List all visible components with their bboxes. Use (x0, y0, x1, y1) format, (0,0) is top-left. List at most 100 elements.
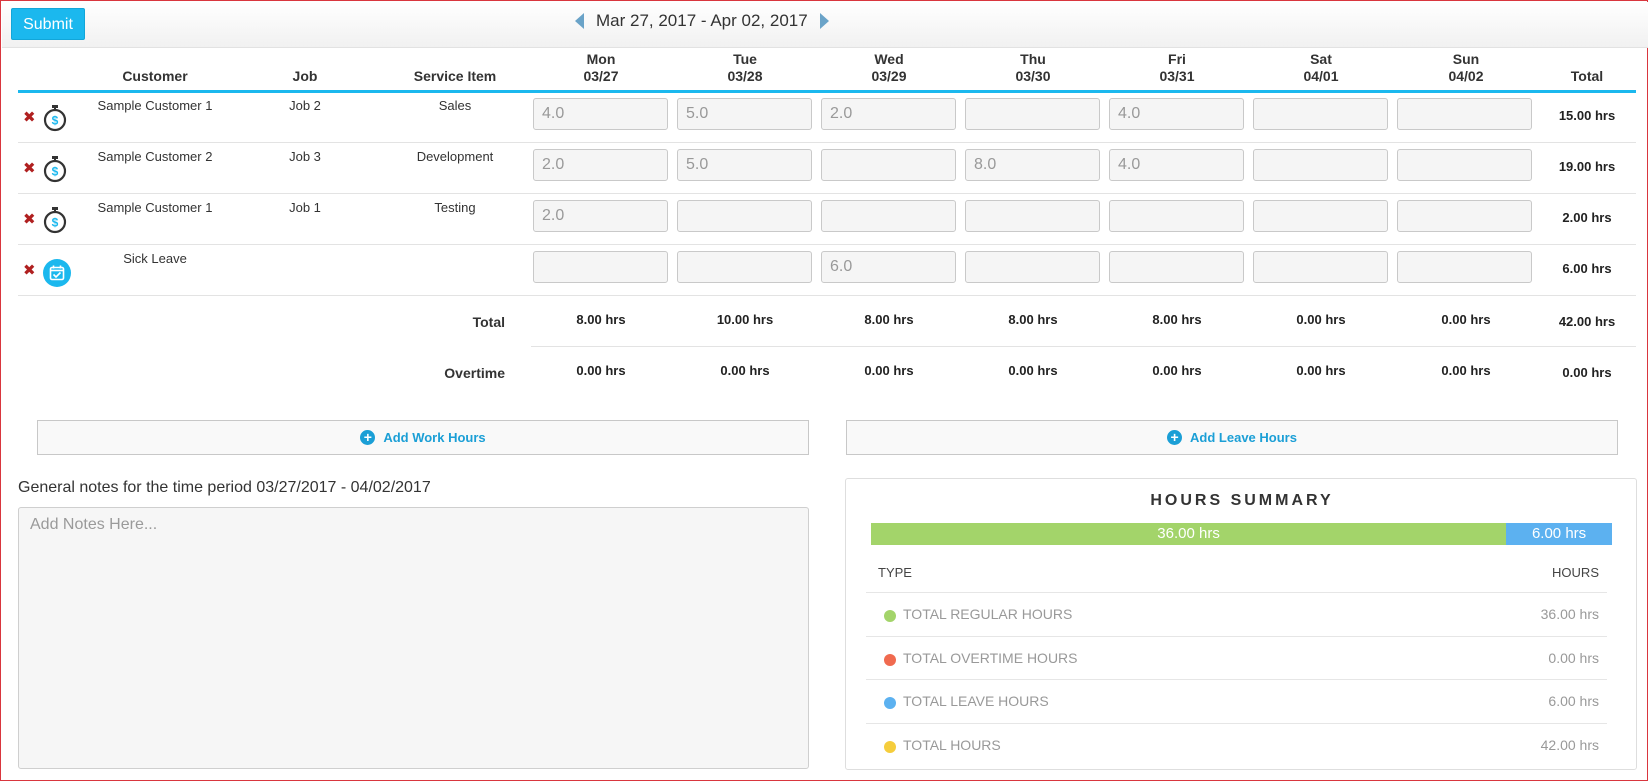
header-customer: Customer (122, 68, 188, 84)
hours-summary-title: HOURS SUMMARY (1150, 492, 1334, 509)
hours-input-fri[interactable] (1109, 98, 1244, 130)
header-divider (18, 90, 1636, 93)
hours-input-wed[interactable] (821, 200, 956, 232)
hours-input-wed[interactable] (821, 251, 956, 283)
hours-input-mon[interactable] (533, 251, 668, 283)
hours-summary-panel: HOURS SUMMARY 36.00 hrs 6.00 hrs TYPE HOU… (845, 478, 1637, 770)
overtime-value: 0.00 hrs (1152, 363, 1202, 378)
header-day-date: 04/02 (1448, 68, 1484, 84)
row-customer: Sick Leave (123, 251, 187, 266)
add-work-hours-button[interactable]: + Add Work Hours (37, 420, 809, 455)
header-day-date: 03/30 (1015, 68, 1051, 84)
total-value: 10.00 hrs (716, 312, 774, 327)
overtime-value: 0.00 hrs (1296, 363, 1346, 378)
overtime-value: 0.00 hrs (720, 363, 770, 378)
summary-hours-header: HOURS (1552, 565, 1599, 580)
header-job: Job (292, 68, 318, 84)
header-service-item: Service Item (413, 68, 497, 84)
hours-input-fri[interactable] (1109, 200, 1244, 232)
header-day-tue: Tue 03/28 (685, 51, 805, 85)
hours-input-tue[interactable] (677, 149, 812, 181)
header-day-name: Thu (1020, 51, 1046, 67)
row-divider (18, 142, 1636, 143)
header-day-name: Wed (874, 51, 904, 67)
hours-input-thu[interactable] (965, 200, 1100, 232)
row-job: Job 2 (289, 98, 321, 113)
summary-row-divider (866, 723, 1607, 724)
total-value: 8.00 hrs (576, 312, 626, 327)
summary-item-value: 36.00 hrs (1540, 606, 1599, 622)
calendar-check-icon (43, 259, 71, 287)
period-navigator: Mar 27, 2017 - Apr 02, 2017 (575, 10, 829, 32)
period-label: Mar 27, 2017 - Apr 02, 2017 (596, 11, 808, 30)
header-day-name: Tue (733, 51, 757, 67)
summary-row-divider (866, 636, 1607, 637)
hours-input-sun[interactable] (1397, 149, 1532, 181)
previous-period-icon[interactable] (575, 13, 584, 29)
summary-dot-icon (884, 654, 896, 666)
stopwatch-dollar-icon: $ (43, 207, 67, 234)
row-total: 6.00 hrs (1562, 261, 1612, 276)
hours-input-sat[interactable] (1253, 251, 1388, 283)
row-divider (18, 193, 1636, 194)
total-value: 8.00 hrs (1152, 312, 1202, 327)
hours-input-fri[interactable] (1109, 149, 1244, 181)
hours-input-fri[interactable] (1109, 251, 1244, 283)
hours-input-sun[interactable] (1397, 200, 1532, 232)
header-day-name: Fri (1168, 51, 1186, 67)
header-day-date: 03/31 (1159, 68, 1195, 84)
hours-input-sun[interactable] (1397, 98, 1532, 130)
add-leave-hours-button[interactable]: + Add Leave Hours (846, 420, 1618, 455)
hours-input-mon[interactable] (533, 149, 668, 181)
row-job: Job 3 (289, 149, 321, 164)
hours-input-sat[interactable] (1253, 98, 1388, 130)
overtime-value: 0.00 hrs (576, 363, 626, 378)
hours-input-mon[interactable] (533, 98, 668, 130)
delete-icon[interactable]: ✖ (23, 160, 36, 177)
delete-icon[interactable]: ✖ (23, 211, 36, 228)
header-day-name: Sun (1452, 51, 1480, 67)
row-total: 15.00 hrs (1558, 108, 1616, 123)
totals-divider (531, 346, 1636, 347)
hours-input-wed[interactable] (821, 149, 956, 181)
delete-icon[interactable]: ✖ (23, 109, 36, 126)
hours-input-wed[interactable] (821, 98, 956, 130)
hours-input-sat[interactable] (1253, 200, 1388, 232)
row-customer: Sample Customer 1 (97, 98, 213, 113)
header-day-sun: Sun 04/02 (1406, 51, 1526, 85)
summary-item-label: TOTAL REGULAR HOURS (903, 606, 1073, 622)
hours-input-tue[interactable] (677, 251, 812, 283)
hours-input-tue[interactable] (677, 200, 812, 232)
next-period-icon[interactable] (819, 13, 829, 29)
hours-input-thu[interactable] (965, 251, 1100, 283)
hours-input-thu[interactable] (965, 149, 1100, 181)
hours-summary-bar: 36.00 hrs 6.00 hrs (871, 523, 1612, 545)
header-day-name: Mon (586, 51, 616, 67)
summary-item-value: 42.00 hrs (1540, 737, 1599, 753)
header-day-name: Sat (1310, 51, 1332, 67)
total-value: 0.00 hrs (1296, 312, 1346, 327)
row-total: 2.00 hrs (1562, 210, 1612, 225)
submit-button[interactable]: Submit (11, 8, 85, 40)
header-day-fri: Fri 03/31 (1117, 51, 1237, 85)
summary-item-label: TOTAL LEAVE HOURS (903, 693, 1049, 709)
hours-input-tue[interactable] (677, 98, 812, 130)
header-day-thu: Thu 03/30 (973, 51, 1093, 85)
total-value: 8.00 hrs (864, 312, 914, 327)
row-service-item: Sales (438, 98, 472, 113)
hours-input-thu[interactable] (965, 98, 1100, 130)
stopwatch-dollar-icon: $ (43, 105, 67, 132)
delete-icon[interactable]: ✖ (23, 262, 36, 279)
summary-dot-icon (884, 610, 896, 622)
header-day-wed: Wed 03/29 (829, 51, 949, 85)
hours-input-sun[interactable] (1397, 251, 1532, 283)
overtime-value: 0.00 hrs (1441, 363, 1491, 378)
notes-textarea[interactable] (18, 507, 809, 769)
svg-text:$: $ (52, 216, 59, 230)
summary-item-value: 6.00 hrs (1548, 693, 1599, 709)
hours-input-mon[interactable] (533, 200, 668, 232)
hours-input-sat[interactable] (1253, 149, 1388, 181)
row-service-item: Testing (434, 200, 476, 215)
overtime-grand: 0.00 hrs (1562, 365, 1612, 380)
summary-bar-segment: 6.00 hrs (1506, 523, 1612, 545)
